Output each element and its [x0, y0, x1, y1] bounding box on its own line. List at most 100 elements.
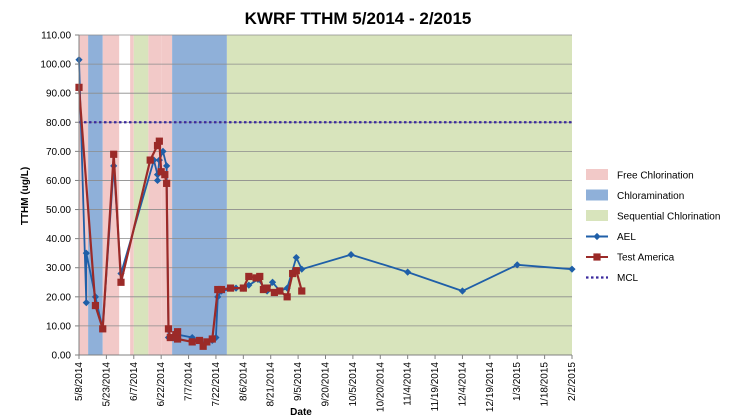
x-axis-title: Date	[290, 407, 312, 418]
ael-point	[283, 284, 291, 292]
ael-point	[163, 162, 171, 170]
ael-point	[298, 265, 306, 273]
test-america-point	[174, 335, 182, 343]
test-america-point	[163, 179, 171, 187]
test-america-point	[283, 293, 291, 301]
legend-marker-ael	[593, 232, 601, 241]
legend-label: Free Chlorination	[617, 171, 694, 182]
ael-point	[458, 287, 467, 295]
legend: Free Chlorination Chloramination Sequentia…	[586, 169, 720, 284]
legend-swatch-chloramination	[586, 189, 608, 201]
test-america-point	[99, 325, 107, 333]
test-america-point	[199, 342, 207, 350]
test-america-point	[226, 284, 235, 292]
ael-point	[513, 261, 521, 269]
y-tick-label: 70.00	[46, 147, 71, 158]
x-tick-label: 9/5/2014	[293, 362, 304, 401]
test-america-point	[270, 288, 278, 297]
x-tick-label: 10/5/2014	[348, 362, 359, 407]
ael-point	[82, 249, 90, 257]
y-tick-label: 60.00	[46, 176, 71, 187]
ael-point	[347, 251, 355, 259]
y-axis-title: TTHM (ug/L)	[20, 167, 31, 225]
test-america-point	[110, 150, 118, 158]
y-tick-label: 10.00	[46, 321, 71, 332]
x-tick-label: 1/3/2015	[512, 362, 523, 401]
x-tick-label: 8/6/2014	[238, 362, 249, 401]
x-tick-label: 1/18/2015	[540, 362, 551, 407]
y-tick-label: 110.00	[41, 31, 71, 42]
test-america-point	[256, 272, 264, 281]
ael-point	[404, 268, 412, 276]
test-america-point	[217, 285, 226, 294]
band-free-chlorination	[130, 35, 134, 355]
x-tick-label: 5/23/2014	[101, 362, 112, 407]
x-tick-label: 5/8/2014	[74, 362, 85, 401]
y-tick-label: 30.00	[46, 263, 71, 274]
x-tick-label: 7/7/2014	[184, 362, 195, 401]
test-america-point	[195, 336, 204, 345]
test-america-point	[117, 278, 125, 286]
band-sequential-chlorination	[226, 35, 572, 355]
test-america-point	[208, 335, 216, 343]
ael-point	[153, 176, 162, 185]
ael-point	[82, 299, 90, 307]
ael-point	[188, 333, 196, 342]
ael-point	[159, 147, 167, 155]
legend-swatch-free-chlorination	[586, 169, 608, 180]
test-america-point	[174, 328, 182, 336]
legend-label: Sequential Chlorination	[617, 212, 720, 223]
legend-label: Test America	[617, 253, 675, 264]
test-america-point	[155, 137, 163, 145]
test-america-point	[263, 284, 271, 292]
ael-point	[292, 253, 300, 262]
y-tick-label: 100.00	[40, 60, 71, 71]
x-tick-label: 11/19/2014	[430, 362, 441, 412]
chart-title: KWRF TTHM 5/2014 - 2/2015	[245, 9, 472, 28]
test-america-point	[292, 267, 300, 275]
x-tick-label: 9/20/2014	[321, 362, 332, 407]
y-tick-label: 80.00	[46, 118, 71, 129]
treatment-bands	[79, 35, 572, 355]
test-america-point	[298, 287, 306, 295]
series-layer	[75, 56, 576, 350]
y-tick-label: 0.00	[52, 351, 72, 362]
x-tick-label: 6/22/2014	[156, 362, 167, 407]
test-america-point	[276, 287, 284, 295]
test-america-point	[164, 325, 173, 333]
x-tick-label: 12/4/2014	[457, 362, 468, 407]
test-america-point	[153, 141, 162, 150]
test-america-point	[203, 338, 211, 346]
test-america-point	[214, 285, 222, 294]
test-america-point	[146, 156, 154, 164]
legend-swatch-sequential-chlorination	[586, 210, 608, 221]
y-tick-label: 40.00	[46, 234, 71, 245]
band-chloramination	[172, 35, 227, 355]
test-america-point	[259, 285, 268, 294]
test-america-point	[239, 284, 247, 292]
test-america-point	[91, 301, 100, 310]
ael-point	[268, 278, 277, 286]
x-tick-label: 6/7/2014	[129, 362, 140, 401]
test-america-point	[252, 274, 260, 282]
y-tick-label: 50.00	[46, 205, 71, 216]
test-america-point	[289, 269, 297, 278]
x-tick-label: 8/21/2014	[266, 362, 277, 407]
test-america-point	[188, 338, 196, 346]
ael-point	[245, 281, 253, 289]
band-free-chlorination	[148, 35, 162, 355]
test-america-point	[166, 333, 174, 342]
x-axis-ticks: 5/8/2014 5/23/2014 6/7/2014 6/22/2014 7/7/20…	[74, 355, 578, 412]
x-tick-label: 12/19/2014	[485, 362, 496, 412]
test-america-point	[245, 272, 253, 281]
legend-label: MCL	[617, 273, 639, 284]
legend-marker-test-america	[593, 253, 601, 261]
x-tick-label: 10/20/2014	[375, 362, 386, 412]
test-america-point	[161, 171, 169, 179]
band-chloramination	[88, 35, 103, 355]
x-tick-label: 11/4/2014	[403, 362, 414, 406]
x-tick-label: 2/2/2015	[567, 362, 578, 401]
y-axis-ticks: 0.00 10.00 20.00 30.00 40.00 50.00 60.00 70.00 8…	[40, 31, 79, 362]
y-tick-label: 90.00	[46, 89, 71, 100]
